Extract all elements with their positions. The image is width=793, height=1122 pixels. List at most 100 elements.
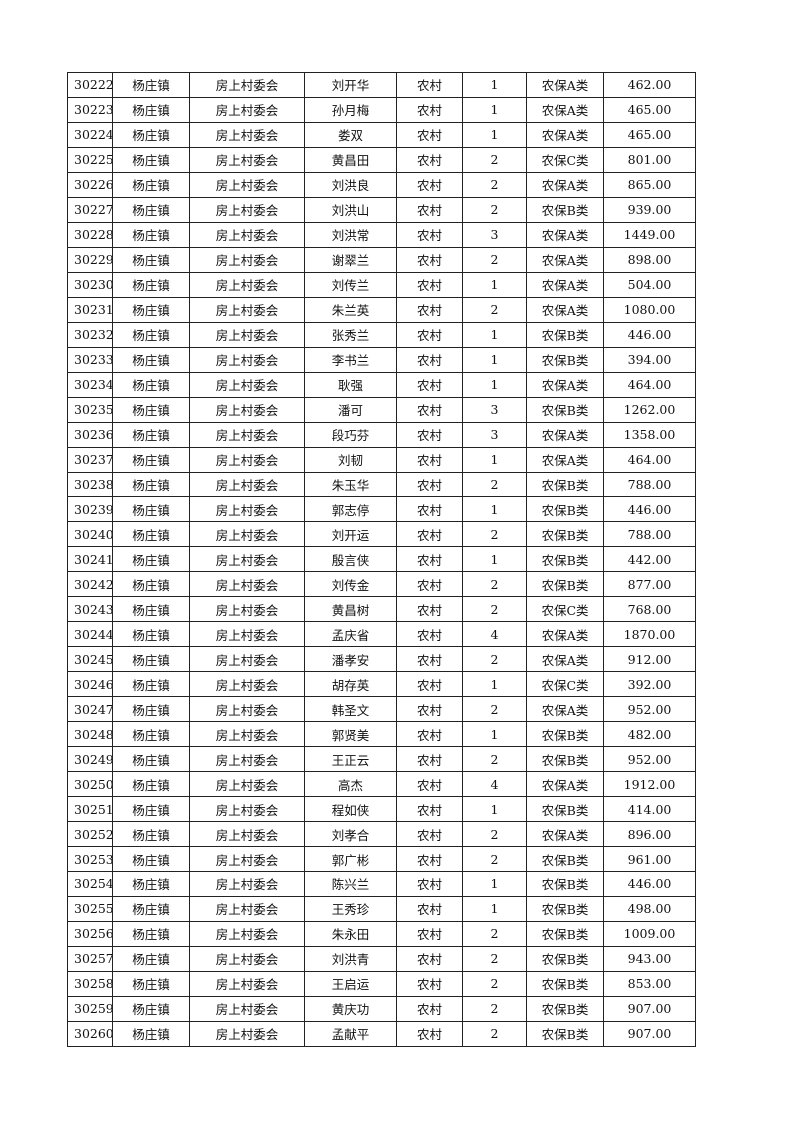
cell-town: 杨庄镇 xyxy=(112,646,190,673)
cell-person-name: 黄昌田 xyxy=(304,146,397,173)
cell-town: 杨庄镇 xyxy=(112,246,190,273)
cell-person-name: 郭志停 xyxy=(304,496,397,523)
table-row: 30222 杨庄镇 房上村委会 刘开华 农村 1 农保A类 462.00 xyxy=(67,72,696,98)
cell-insurance-category: 农保B类 xyxy=(526,571,604,598)
table-row: 30242 杨庄镇 房上村委会 刘传金 农村 2 农保B类 877.00 xyxy=(67,571,696,598)
cell-town: 杨庄镇 xyxy=(112,895,190,922)
table-row: 30238 杨庄镇 房上村委会 朱玉华 农村 2 农保B类 788.00 xyxy=(67,471,696,498)
cell-row-id: 30249 xyxy=(67,746,113,773)
cell-area-type: 农村 xyxy=(396,696,463,723)
cell-insurance-category: 农保A类 xyxy=(526,646,604,673)
cell-amount: 1358.00 xyxy=(603,421,696,448)
cell-insurance-category: 农保B类 xyxy=(526,471,604,498)
cell-village-committee: 房上村委会 xyxy=(189,945,305,972)
cell-village-committee: 房上村委会 xyxy=(189,171,305,198)
cell-town: 杨庄镇 xyxy=(112,995,190,1022)
cell-area-type: 农村 xyxy=(396,246,463,273)
cell-area-type: 农村 xyxy=(396,796,463,823)
cell-row-id: 30222 xyxy=(67,72,113,98)
cell-person-name: 黄昌树 xyxy=(304,596,397,623)
cell-amount: 877.00 xyxy=(603,571,696,598)
cell-area-type: 农村 xyxy=(396,96,463,123)
cell-insurance-category: 农保A类 xyxy=(526,296,604,323)
cell-area-type: 农村 xyxy=(396,671,463,698)
cell-household-size: 2 xyxy=(462,846,527,872)
table-row: 30243 杨庄镇 房上村委会 黄昌树 农村 2 农保C类 768.00 xyxy=(67,596,696,623)
cell-town: 杨庄镇 xyxy=(112,696,190,723)
cell-amount: 498.00 xyxy=(603,895,696,922)
cell-village-committee: 房上村委会 xyxy=(189,146,305,173)
table-row: 30249 杨庄镇 房上村委会 王正云 农村 2 农保B类 952.00 xyxy=(67,746,696,773)
table-row: 30224 杨庄镇 房上村委会 娄双 农村 1 农保A类 465.00 xyxy=(67,121,696,148)
cell-person-name: 朱兰英 xyxy=(304,296,397,323)
cell-amount: 442.00 xyxy=(603,546,696,573)
cell-insurance-category: 农保B类 xyxy=(526,1020,604,1047)
cell-amount: 394.00 xyxy=(603,346,696,373)
cell-town: 杨庄镇 xyxy=(112,796,190,823)
cell-insurance-category: 农保A类 xyxy=(526,446,604,473)
cell-household-size: 1 xyxy=(462,671,527,698)
cell-village-committee: 房上村委会 xyxy=(189,970,305,997)
cell-village-committee: 房上村委会 xyxy=(189,746,305,773)
cell-town: 杨庄镇 xyxy=(112,271,190,298)
cell-household-size: 1 xyxy=(462,271,527,298)
cell-insurance-category: 农保B类 xyxy=(526,546,604,573)
cell-town: 杨庄镇 xyxy=(112,721,190,748)
cell-household-size: 2 xyxy=(462,296,527,323)
cell-amount: 939.00 xyxy=(603,196,696,223)
cell-amount: 853.00 xyxy=(603,970,696,997)
cell-person-name: 耿强 xyxy=(304,371,397,398)
cell-person-name: 刘开华 xyxy=(304,72,397,98)
cell-area-type: 农村 xyxy=(396,571,463,598)
cell-town: 杨庄镇 xyxy=(112,471,190,498)
cell-insurance-category: 农保A类 xyxy=(526,96,604,123)
cell-village-committee: 房上村委会 xyxy=(189,271,305,298)
cell-household-size: 1 xyxy=(462,871,527,897)
cell-area-type: 农村 xyxy=(396,521,463,548)
cell-village-committee: 房上村委会 xyxy=(189,96,305,123)
cell-person-name: 殷言侠 xyxy=(304,546,397,573)
cell-village-committee: 房上村委会 xyxy=(189,646,305,673)
table-row: 30234 杨庄镇 房上村委会 耿强 农村 1 农保A类 464.00 xyxy=(67,371,696,398)
cell-area-type: 农村 xyxy=(396,1020,463,1047)
cell-row-id: 30236 xyxy=(67,421,113,448)
table-row: 30259 杨庄镇 房上村委会 黄庆功 农村 2 农保B类 907.00 xyxy=(67,995,696,1022)
cell-village-committee: 房上村委会 xyxy=(189,196,305,223)
cell-person-name: 娄双 xyxy=(304,121,397,148)
table-row: 30223 杨庄镇 房上村委会 孙月梅 农村 1 农保A类 465.00 xyxy=(67,96,696,123)
cell-amount: 865.00 xyxy=(603,171,696,198)
cell-row-id: 30252 xyxy=(67,821,113,848)
cell-insurance-category: 农保C类 xyxy=(526,671,604,698)
cell-person-name: 王秀珍 xyxy=(304,895,397,922)
cell-household-size: 1 xyxy=(462,72,527,98)
cell-area-type: 农村 xyxy=(396,746,463,773)
cell-row-id: 30226 xyxy=(67,171,113,198)
cell-person-name: 刘孝合 xyxy=(304,821,397,848)
cell-area-type: 农村 xyxy=(396,121,463,148)
cell-area-type: 农村 xyxy=(396,171,463,198)
cell-amount: 907.00 xyxy=(603,995,696,1022)
cell-household-size: 2 xyxy=(462,571,527,598)
cell-area-type: 农村 xyxy=(396,396,463,423)
cell-area-type: 农村 xyxy=(396,920,463,947)
cell-town: 杨庄镇 xyxy=(112,446,190,473)
cell-row-id: 30232 xyxy=(67,321,113,348)
cell-village-committee: 房上村委会 xyxy=(189,421,305,448)
cell-row-id: 30253 xyxy=(67,846,113,872)
cell-amount: 952.00 xyxy=(603,746,696,773)
cell-insurance-category: 农保A类 xyxy=(526,821,604,848)
cell-village-committee: 房上村委会 xyxy=(189,72,305,98)
cell-amount: 446.00 xyxy=(603,321,696,348)
cell-insurance-category: 农保C类 xyxy=(526,596,604,623)
cell-person-name: 朱永田 xyxy=(304,920,397,947)
table-row: 30235 杨庄镇 房上村委会 潘可 农村 3 农保B类 1262.00 xyxy=(67,396,696,423)
cell-area-type: 农村 xyxy=(396,271,463,298)
cell-amount: 961.00 xyxy=(603,846,696,872)
cell-village-committee: 房上村委会 xyxy=(189,1020,305,1047)
cell-insurance-category: 农保B类 xyxy=(526,396,604,423)
cell-row-id: 30258 xyxy=(67,970,113,997)
cell-person-name: 刘洪山 xyxy=(304,196,397,223)
cell-area-type: 农村 xyxy=(396,321,463,348)
cell-town: 杨庄镇 xyxy=(112,371,190,398)
cell-household-size: 3 xyxy=(462,396,527,423)
